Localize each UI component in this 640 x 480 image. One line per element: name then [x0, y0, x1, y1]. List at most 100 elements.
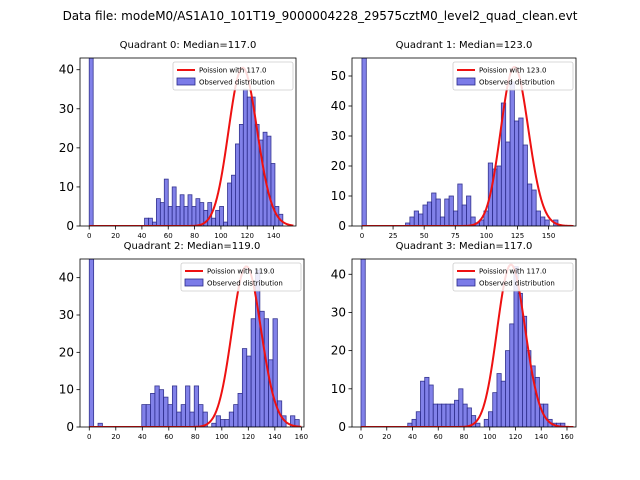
legend-label-poisson: Poission with 119.0 [207, 268, 275, 276]
legend: Poission with 117.0 Observed distribution [452, 262, 574, 292]
histogram-bar [171, 186, 177, 226]
x-tick-label: 0 [360, 232, 364, 240]
histogram-bar [88, 259, 95, 427]
y-tick-label: 40 [331, 267, 346, 281]
histogram-bar [145, 404, 151, 427]
x-tick-label: 160 [295, 433, 308, 441]
histogram-bar [426, 201, 433, 226]
legend: Poission with 119.0 Observed distribution [180, 262, 302, 292]
x-tick-label: 80 [460, 433, 469, 441]
histogram-bar [191, 206, 197, 226]
legend-box [452, 262, 574, 292]
histogram-bar [431, 192, 437, 226]
axes-frame [79, 258, 305, 428]
histogram-bar [488, 411, 494, 427]
x-tick-label: 125 [511, 232, 524, 240]
x-tick-label: 0 [359, 433, 363, 441]
histogram-bar [179, 194, 185, 226]
panel-title: Quadrant 2: Median=119.0 [124, 241, 261, 252]
histogram-bar [235, 143, 240, 226]
histogram-bar [189, 411, 195, 427]
histogram-bar [223, 221, 228, 226]
x-tick-label: 100 [483, 433, 496, 441]
histogram-bar [250, 318, 256, 427]
histogram-bar [183, 206, 189, 226]
histogram-bar [193, 385, 200, 427]
y-tick-label: 50 [331, 69, 346, 83]
y-tick-label: 30 [59, 308, 74, 322]
x-tick-label: 60 [164, 232, 173, 240]
x-tick-label: 60 [164, 433, 173, 441]
histogram-bar [148, 217, 153, 226]
legend-bar-swatch [176, 77, 196, 86]
histogram-bar [361, 58, 367, 226]
x-tick-label: 0 [87, 232, 91, 240]
histogram-bar [439, 216, 446, 226]
histogram-bar [544, 219, 550, 226]
x-tick-label: 50 [420, 232, 429, 240]
panel-title: Quadrant 3: Median=117.0 [396, 241, 533, 252]
legend-bar-swatch [184, 278, 204, 287]
histogram-bar [435, 198, 441, 226]
y-tick-label: 30 [331, 129, 346, 143]
axes-frame [79, 57, 297, 227]
histogram-bar [470, 216, 476, 226]
histogram-bar [466, 407, 472, 427]
x-tick-label: 100 [480, 232, 493, 240]
y-tick-label: 40 [59, 63, 74, 77]
histogram-bar [246, 355, 252, 427]
histogram-bar [517, 292, 523, 427]
histogram-bar [211, 422, 217, 427]
histogram-bar [211, 217, 217, 226]
x-tick-label: 120 [241, 232, 254, 240]
figure-suptitle: Data file: modeM0/AS1A10_101T19_90000042… [63, 9, 578, 23]
y-tick-label: 20 [59, 345, 74, 359]
histogram-bar [360, 259, 366, 427]
x-tick-label: 80 [191, 433, 200, 441]
bars-group [88, 58, 284, 226]
histogram-bar [238, 124, 244, 226]
histogram-bar [409, 216, 415, 226]
x-tick-label: 0 [87, 433, 91, 441]
histogram-bar [509, 81, 515, 226]
histogram-bar [237, 392, 243, 427]
y-tick-label: 0 [338, 219, 346, 233]
x-tick-label: 40 [138, 433, 147, 441]
histogram-bar [171, 385, 178, 427]
y-tick-label: 0 [66, 219, 74, 233]
y-tick-label: 20 [331, 159, 346, 173]
histogram-bar [175, 206, 181, 226]
y-tick-label: 30 [59, 102, 74, 116]
histogram-bar [457, 183, 463, 226]
y-tick-label: 10 [59, 383, 74, 397]
x-tick-label: 100 [215, 433, 228, 441]
x-tick-label: 20 [382, 433, 391, 441]
x-tick-label: 75 [451, 232, 460, 240]
histogram-bar [535, 210, 541, 226]
histogram-bar [233, 404, 239, 427]
x-tick-label: 140 [267, 232, 280, 240]
histogram-bar [154, 385, 160, 427]
x-tick-label: 100 [214, 232, 227, 240]
legend-label-observed: Observed distribution [479, 280, 555, 288]
histogram-bar [531, 189, 537, 226]
histogram-bar [272, 318, 278, 427]
histogram-bar [428, 384, 434, 427]
legend-label-poisson: Poission with 117.0 [199, 67, 267, 75]
histogram-bar [270, 163, 276, 226]
histogram-bar [500, 380, 506, 427]
histogram-bar [418, 213, 424, 226]
histogram-bar [199, 202, 205, 226]
y-tick-label: 10 [331, 382, 346, 396]
histogram-bar [458, 388, 464, 427]
histogram-bar [420, 380, 426, 427]
x-tick-label: 80 [190, 232, 199, 240]
x-tick-label: 120 [242, 433, 255, 441]
y-tick-label: 30 [331, 305, 346, 319]
histogram-bar [505, 141, 511, 226]
histogram-bar [483, 418, 489, 427]
histogram-bar [560, 422, 566, 427]
histogram-bar [159, 202, 165, 226]
chart-panel-1: Quadrant 1: Median=123.0 0 10 20 30 40 50 0 25 50… [331, 40, 577, 240]
x-tick-label: 140 [268, 433, 281, 441]
